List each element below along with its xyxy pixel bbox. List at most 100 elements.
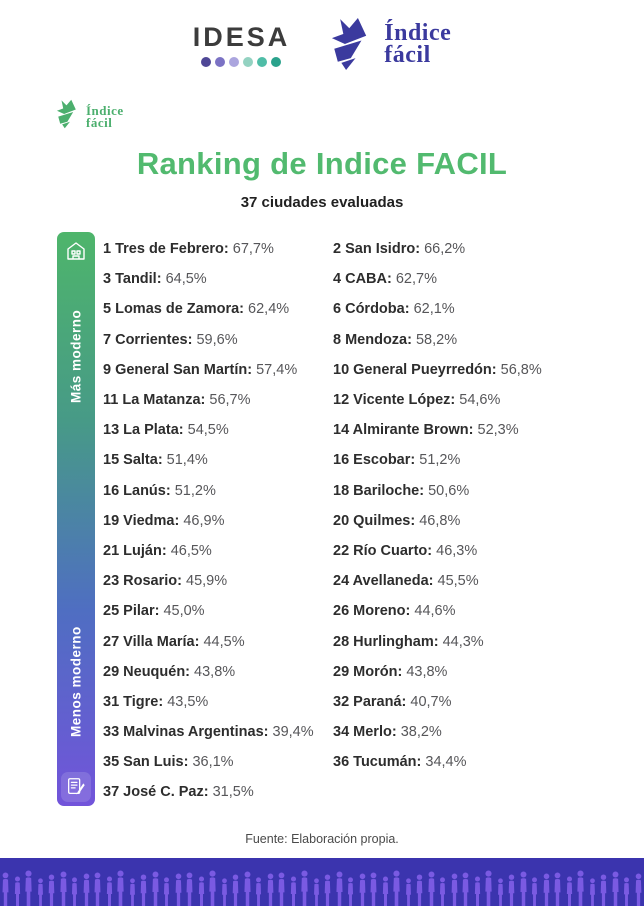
person-silhouette-icon	[117, 870, 124, 906]
ranking-item: 13 La Plata: 54,5%	[103, 422, 333, 438]
ranking-item-value: 43,5%	[167, 693, 209, 710]
ranking-item-label: 29 Neuquén:	[103, 663, 195, 680]
person-silhouette-icon	[451, 873, 457, 906]
modernity-scale-bar: Más moderno Menos moderno	[57, 232, 95, 806]
ranking-item-value: 46,3%	[436, 542, 478, 559]
idesa-logo: IDESA	[193, 22, 291, 67]
ranking-item-label: 36 Tucumán:	[333, 754, 426, 771]
ranking-item: 16 Lanús: 51,2%	[103, 483, 333, 499]
ranking-item: 26 Moreno: 44,6%	[333, 603, 603, 619]
person-silhouette-icon	[474, 876, 480, 906]
ranking-item: 32 Paraná: 40,7%	[333, 694, 603, 710]
idesa-wordmark: IDESA	[192, 21, 291, 52]
ranking-item: 15 Salta: 51,4%	[103, 452, 333, 468]
person-silhouette-icon	[577, 870, 584, 906]
person-silhouette-icon	[519, 871, 527, 906]
ranking-item-value: 56,8%	[500, 361, 542, 378]
person-silhouette-icon	[301, 870, 308, 906]
ranking-item-label: 1 Tres de Febrero:	[103, 241, 233, 258]
person-silhouette-icon	[59, 871, 67, 906]
ranking-item-value: 45,5%	[437, 573, 479, 590]
person-silhouette-icon	[129, 878, 135, 906]
bird-icon	[328, 18, 376, 70]
ranking-item: 24 Avellaneda: 45,5%	[333, 573, 603, 589]
person-silhouette-icon	[589, 878, 595, 906]
ranking-item: 23 Rosario: 45,9%	[103, 573, 333, 589]
person-silhouette-icon	[209, 870, 216, 906]
person-silhouette-icon	[255, 877, 262, 906]
ranking-item-value: 56,7%	[209, 392, 251, 409]
ranking-item: 27 Villa María: 44,5%	[103, 634, 333, 650]
ranking-item-value: 46,8%	[419, 512, 461, 529]
person-silhouette-icon	[347, 877, 354, 906]
person-silhouette-icon	[267, 873, 273, 906]
person-silhouette-icon	[175, 873, 181, 906]
ranking-item-value: 54,6%	[459, 392, 501, 409]
ranking-item: 25 Pilar: 45,0%	[103, 603, 333, 619]
person-silhouette-icon	[416, 874, 423, 906]
ranking-item-label: 3 Tandil:	[103, 271, 166, 288]
bird-icon-small	[55, 99, 81, 134]
ranking-item-label: 23 Rosario:	[103, 573, 186, 590]
ranking-item-label: 16 Lanús:	[103, 482, 175, 499]
idesa-dot	[215, 56, 226, 67]
ranking-item: 12 Vicente López: 54,6%	[333, 392, 603, 408]
ranking-item: 10 General Pueyrredón: 56,8%	[333, 362, 603, 378]
indice-facil-badge-logo: Índice fácil	[55, 99, 124, 134]
idesa-dot	[271, 56, 282, 67]
ranking-item: 29 Morón: 43,8%	[333, 664, 603, 680]
person-silhouette-icon	[335, 871, 343, 906]
ranking-item: 6 Córdoba: 62,1%	[333, 301, 603, 317]
scale-label-menos-moderno: Menos moderno	[68, 626, 84, 737]
person-silhouette-icon	[94, 872, 101, 906]
person-silhouette-icon	[554, 872, 561, 906]
person-silhouette-icon	[140, 874, 147, 906]
ranking-item-label: 4 CABA:	[333, 271, 396, 288]
person-silhouette-icon	[531, 877, 538, 906]
person-silhouette-icon	[48, 874, 55, 906]
ranking-item: 8 Mendoza: 58,2%	[333, 332, 603, 348]
idesa-dot	[201, 56, 212, 67]
person-silhouette-icon	[2, 872, 9, 906]
person-silhouette-icon	[71, 877, 78, 906]
ranking-item-value: 34,4%	[425, 754, 467, 771]
person-silhouette-icon	[600, 874, 607, 906]
person-silhouette-icon	[163, 877, 170, 906]
person-silhouette-icon	[497, 878, 503, 906]
ranking-item-label: 2 San Isidro:	[333, 241, 425, 258]
ranking-item: 2 San Isidro: 66,2%	[333, 241, 603, 257]
ranking-item-label: 10 General Pueyrredón:	[333, 361, 501, 378]
person-silhouette-icon	[566, 876, 572, 906]
ranking-item-label: 15 Salta:	[103, 452, 167, 469]
ranking-item: 14 Almirante Brown: 52,3%	[333, 422, 603, 438]
ranking-item-label: 18 Bariloche:	[333, 482, 429, 499]
person-silhouette-icon	[324, 874, 331, 906]
ranking-item-value: 44,6%	[414, 603, 456, 620]
page-subtitle: 37 ciudades evaluadas	[240, 194, 404, 211]
ranking-item: 9 General San Martín: 57,4%	[103, 362, 333, 378]
person-silhouette-icon	[462, 872, 469, 906]
ranking-item: 7 Corrientes: 59,6%	[103, 332, 333, 348]
ranking-item-label: 31 Tigre:	[103, 693, 168, 710]
idesa-dot	[257, 56, 268, 67]
ranking-item-value: 46,9%	[183, 512, 225, 529]
ranking-list: 1 Tres de Febrero: 67,7% 2 San Isidro: 66…	[103, 234, 603, 808]
ranking-item: 11 La Matanza: 56,7%	[103, 392, 333, 408]
person-silhouette-icon	[83, 873, 89, 906]
ranking-item-label: 20 Quilmes:	[333, 512, 420, 529]
ranking-item-value: 38,2%	[400, 724, 442, 741]
ranking-item: 21 Luján: 46,5%	[103, 543, 333, 559]
person-silhouette-icon	[623, 877, 630, 906]
idesa-dot	[243, 56, 254, 67]
ranking-item: 1 Tres de Febrero: 67,7%	[103, 241, 333, 257]
ranking-item-value: 51,4%	[166, 452, 208, 469]
modern-city-icon	[61, 236, 91, 266]
person-silhouette-icon	[198, 876, 204, 906]
ranking-item: 19 Viedma: 46,9%	[103, 513, 333, 529]
ranking-item-label: 6 Córdoba:	[333, 301, 414, 318]
ranking-item-label: 25 Pilar:	[103, 603, 164, 620]
ranking-item-label: 33 Malvinas Argentinas:	[103, 724, 273, 741]
ranking-item-value: 54,5%	[187, 422, 229, 439]
ranking-item-value: 50,6%	[428, 482, 470, 499]
ranking-item-label: 32 Paraná:	[333, 693, 411, 710]
